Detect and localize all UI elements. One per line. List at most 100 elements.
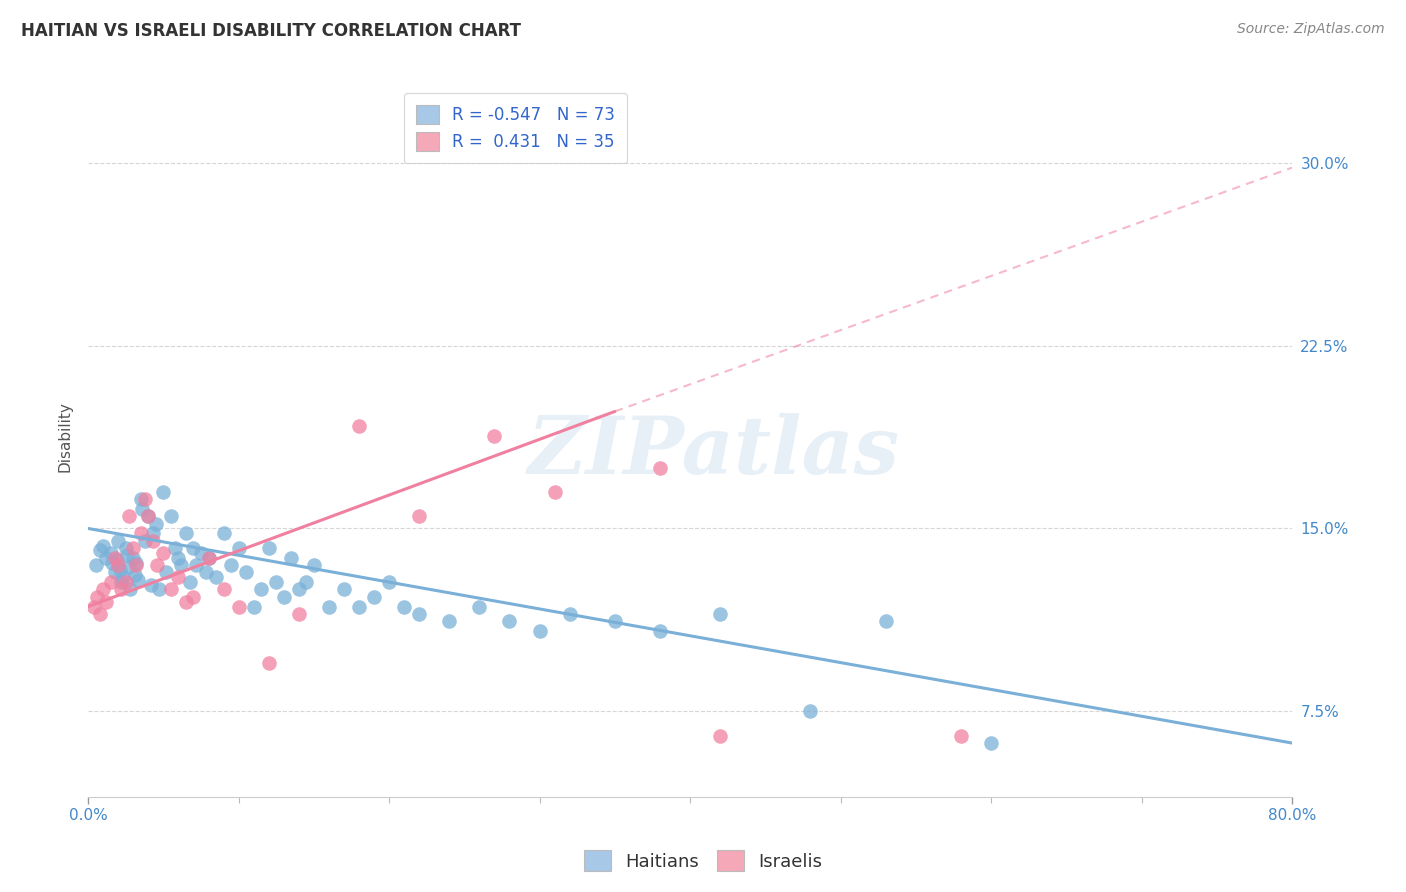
Point <box>124 567 146 582</box>
Point <box>141 577 163 591</box>
Point <box>183 541 205 555</box>
Point <box>96 594 118 608</box>
Text: HAITIAN VS ISRAELI DISABILITY CORRELATION CHART: HAITIAN VS ISRAELI DISABILITY CORRELATIO… <box>21 22 522 40</box>
Point <box>167 550 190 565</box>
Point <box>101 556 124 570</box>
Point <box>160 582 183 597</box>
Point <box>378 575 401 590</box>
Point <box>108 563 131 577</box>
Point <box>122 541 145 555</box>
Point <box>146 558 169 572</box>
Point <box>648 460 671 475</box>
Point <box>219 558 242 572</box>
Point <box>603 614 626 628</box>
Point <box>131 502 153 516</box>
Point <box>205 570 228 584</box>
Point <box>160 509 183 524</box>
Point <box>408 607 430 621</box>
Point <box>333 582 356 597</box>
Point <box>104 550 127 565</box>
Point <box>179 575 201 590</box>
Point <box>257 541 280 555</box>
Point <box>183 590 205 604</box>
Point <box>152 546 174 560</box>
Point <box>104 566 127 580</box>
Point <box>190 546 212 560</box>
Point <box>347 599 370 614</box>
Point <box>110 575 132 590</box>
Point <box>142 533 165 548</box>
Point <box>543 484 565 499</box>
Point <box>439 614 461 628</box>
Point <box>118 560 141 574</box>
Point <box>197 550 219 565</box>
Point <box>212 582 235 597</box>
Point <box>318 599 340 614</box>
Point <box>235 566 257 580</box>
Point <box>129 492 152 507</box>
Point <box>186 558 208 572</box>
Point <box>264 575 287 590</box>
Point <box>134 533 156 548</box>
Point <box>127 573 149 587</box>
Point <box>118 509 141 524</box>
Point <box>295 575 318 590</box>
Point <box>257 656 280 670</box>
Point <box>194 566 217 580</box>
Point <box>129 526 152 541</box>
Point <box>138 509 160 524</box>
Point <box>91 539 114 553</box>
Point <box>120 582 142 597</box>
Point <box>170 558 193 572</box>
Point <box>165 541 187 555</box>
Point <box>138 509 160 524</box>
Point <box>155 566 177 580</box>
Point <box>498 614 520 628</box>
Point <box>288 607 311 621</box>
Point <box>107 558 129 572</box>
Point <box>89 607 111 621</box>
Point <box>212 526 235 541</box>
Legend: R = -0.547   N = 73, R =  0.431   N = 35: R = -0.547 N = 73, R = 0.431 N = 35 <box>404 93 627 163</box>
Y-axis label: Disability: Disability <box>58 401 72 473</box>
Point <box>114 575 136 590</box>
Point <box>799 704 821 718</box>
Point <box>142 526 165 541</box>
Point <box>167 570 190 584</box>
Point <box>228 599 250 614</box>
Text: Source: ZipAtlas.com: Source: ZipAtlas.com <box>1237 22 1385 37</box>
Text: ZIPatlas: ZIPatlas <box>529 413 900 491</box>
Point <box>228 541 250 555</box>
Point <box>86 590 108 604</box>
Point <box>949 729 972 743</box>
Point <box>242 599 264 614</box>
Point <box>122 550 145 565</box>
Point <box>280 550 302 565</box>
Point <box>709 729 731 743</box>
Point <box>125 556 148 570</box>
Point <box>111 570 134 584</box>
Point <box>117 549 139 563</box>
Point <box>197 550 219 565</box>
Point <box>114 541 136 555</box>
Point <box>392 599 415 614</box>
Point <box>89 543 111 558</box>
Point <box>100 546 122 560</box>
Point <box>107 533 129 548</box>
Point <box>96 550 118 565</box>
Point <box>558 607 581 621</box>
Legend: Haitians, Israelis: Haitians, Israelis <box>576 843 830 879</box>
Point <box>875 614 897 628</box>
Point <box>273 590 295 604</box>
Point <box>145 516 167 531</box>
Point <box>174 594 197 608</box>
Point <box>484 429 506 443</box>
Point <box>100 575 122 590</box>
Point <box>91 582 114 597</box>
Point <box>250 582 273 597</box>
Point <box>288 582 311 597</box>
Point <box>148 582 170 597</box>
Point <box>110 582 132 597</box>
Point <box>648 624 671 638</box>
Point <box>152 484 174 499</box>
